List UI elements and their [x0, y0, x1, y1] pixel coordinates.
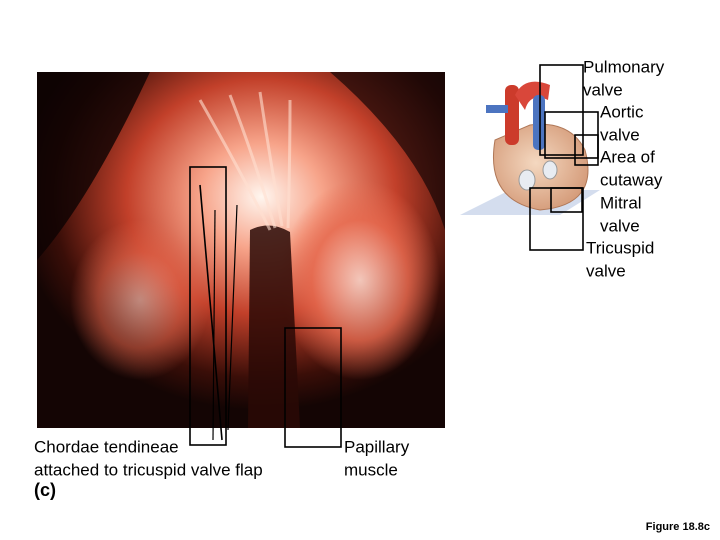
heart-photo	[37, 72, 445, 428]
figure-number: Figure 18.8c	[646, 521, 710, 533]
label-line: cutaway	[600, 170, 663, 189]
label-line: Area of	[600, 147, 655, 166]
label-line: valve	[583, 80, 623, 99]
label-line: Aortic	[600, 102, 644, 121]
label-line: attached to tricuspid valve flap	[34, 460, 263, 479]
labels: Pulmonary valve Aortic valve Area of cutaway M…	[34, 57, 665, 479]
label-line: valve	[600, 216, 640, 235]
label-line: Chordae tendineae	[34, 437, 179, 456]
callout-boxes	[189, 64, 599, 448]
label-line: Mitral	[600, 193, 642, 212]
label-line: muscle	[344, 460, 398, 479]
label-line: valve	[586, 261, 626, 280]
label-line: Pulmonary	[583, 57, 665, 76]
panel-label: (c)	[34, 480, 56, 500]
label-line: valve	[600, 125, 640, 144]
label-line: Papillary	[344, 437, 410, 456]
label-line: Tricuspid	[586, 238, 654, 257]
